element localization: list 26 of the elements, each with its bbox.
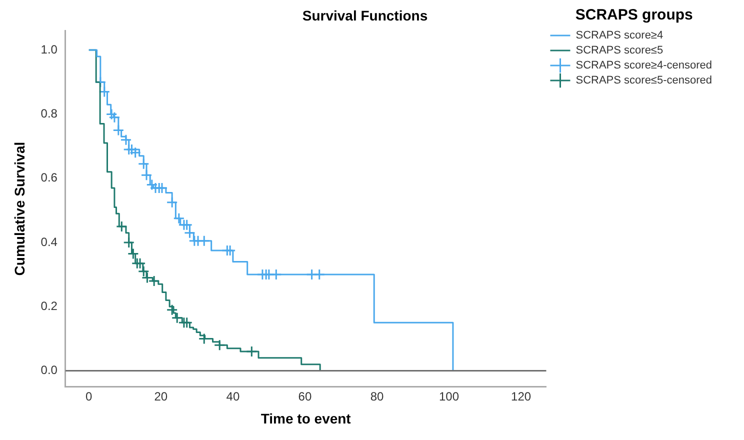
- point: [120, 134, 132, 146]
- x-tick-label: 120: [511, 389, 532, 404]
- legend-title: SCRAPS groups: [575, 6, 693, 24]
- x-tick-label: 80: [370, 389, 384, 404]
- point: [127, 248, 139, 260]
- y-tick-label: 0.4: [40, 234, 58, 249]
- point: [116, 220, 128, 232]
- point: [108, 112, 120, 124]
- x-tick-label: 100: [438, 389, 460, 404]
- x-tick-label: 40: [226, 389, 240, 404]
- y-tick-label: 1.0: [40, 42, 58, 56]
- chart-title: Survival Functions: [302, 7, 428, 24]
- x-tick-label: 60: [298, 389, 312, 404]
- y-tick-label: 0.8: [40, 106, 58, 120]
- legend-label: SCRAPS score≤5: [576, 44, 664, 57]
- x-tick-label: 0: [86, 389, 93, 404]
- x-tick-label: 20: [154, 389, 168, 404]
- legend-label: SCRAPS score≤5-censored: [576, 74, 712, 87]
- y-axis-title: Cumulative Survival: [11, 142, 28, 276]
- legend-label: SCRAPS score≥4-censored: [576, 60, 712, 72]
- point: [106, 108, 118, 120]
- y-tick-label: 0.0: [40, 363, 58, 378]
- x-axis-title: Time to event: [260, 410, 352, 426]
- legend-label: SCRAPS score≥4: [576, 30, 664, 42]
- y-tick-label: 0.6: [40, 170, 58, 185]
- y-tick-label: 0.2: [40, 298, 58, 313]
